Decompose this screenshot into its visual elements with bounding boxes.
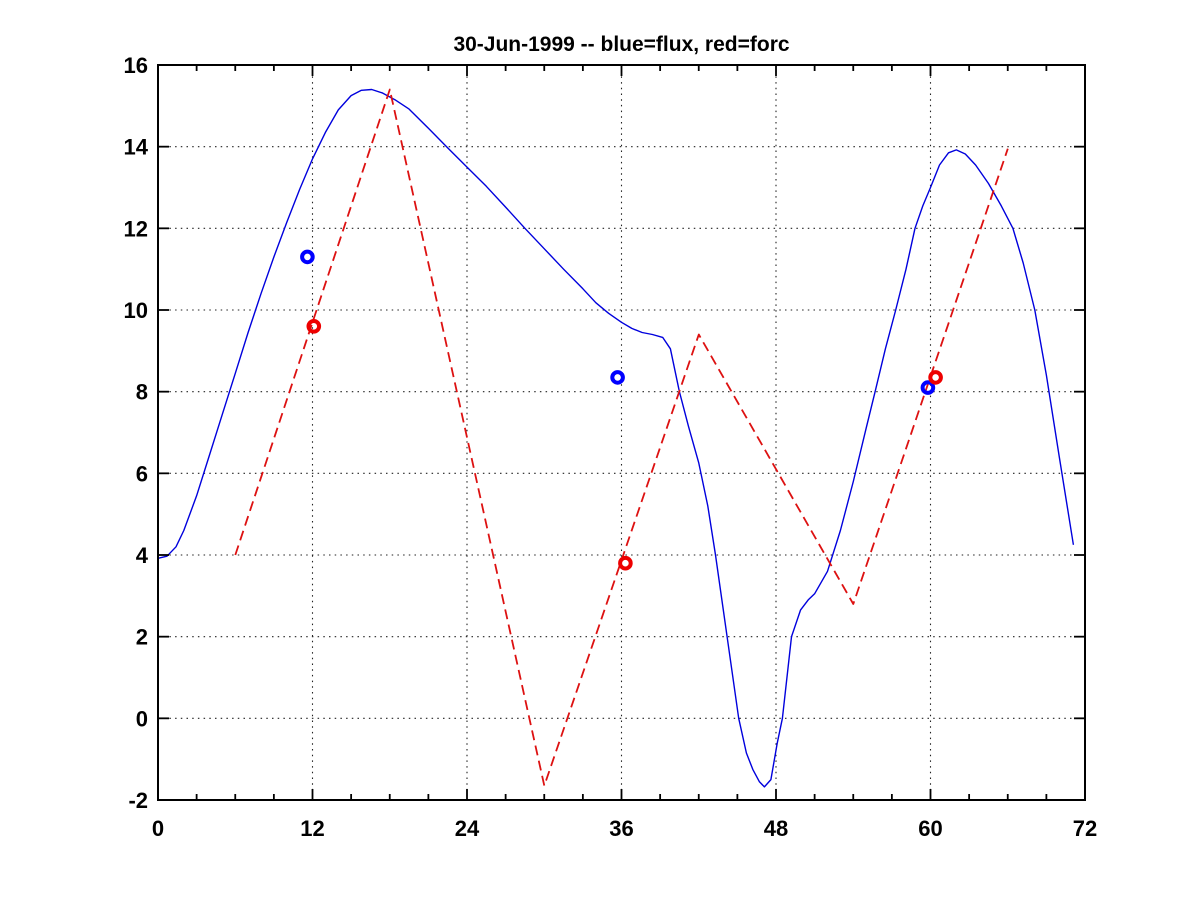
y-tick-label-10: 10 [124,298,148,323]
y-tick-label-16: 16 [124,53,148,78]
x-tick-label-36: 36 [609,816,633,841]
x-tick-label-12: 12 [300,816,324,841]
y-tick-label-12: 12 [124,216,148,241]
chart-title: 30-Jun-1999 -- blue=flux, red=forc [453,33,790,56]
flux-marker-2 [920,380,936,395]
forc-marker-1 [618,555,633,571]
forc-marker-2 [928,370,943,385]
y-tick-label-6: 6 [136,461,148,486]
y-tick-label-14: 14 [124,135,149,160]
forc-marker-0 [306,319,322,334]
y-tick-label-8: 8 [136,380,148,405]
y-tick-label--2: -2 [128,788,148,813]
x-tick-label-0: 0 [152,816,164,841]
axis-box [157,64,1086,801]
flux-marker-1 [610,370,625,385]
x-tick-label-60: 60 [918,816,942,841]
x-tick-label-24: 24 [455,816,480,841]
y-tick-label-0: 0 [136,706,148,731]
y-tick-label-2: 2 [136,625,148,650]
flux-marker-0 [300,249,315,265]
y-tick-label-4: 4 [136,543,149,568]
x-tick-label-72: 72 [1073,816,1097,841]
flux-line [157,88,1075,788]
x-tick-label-48: 48 [764,816,788,841]
